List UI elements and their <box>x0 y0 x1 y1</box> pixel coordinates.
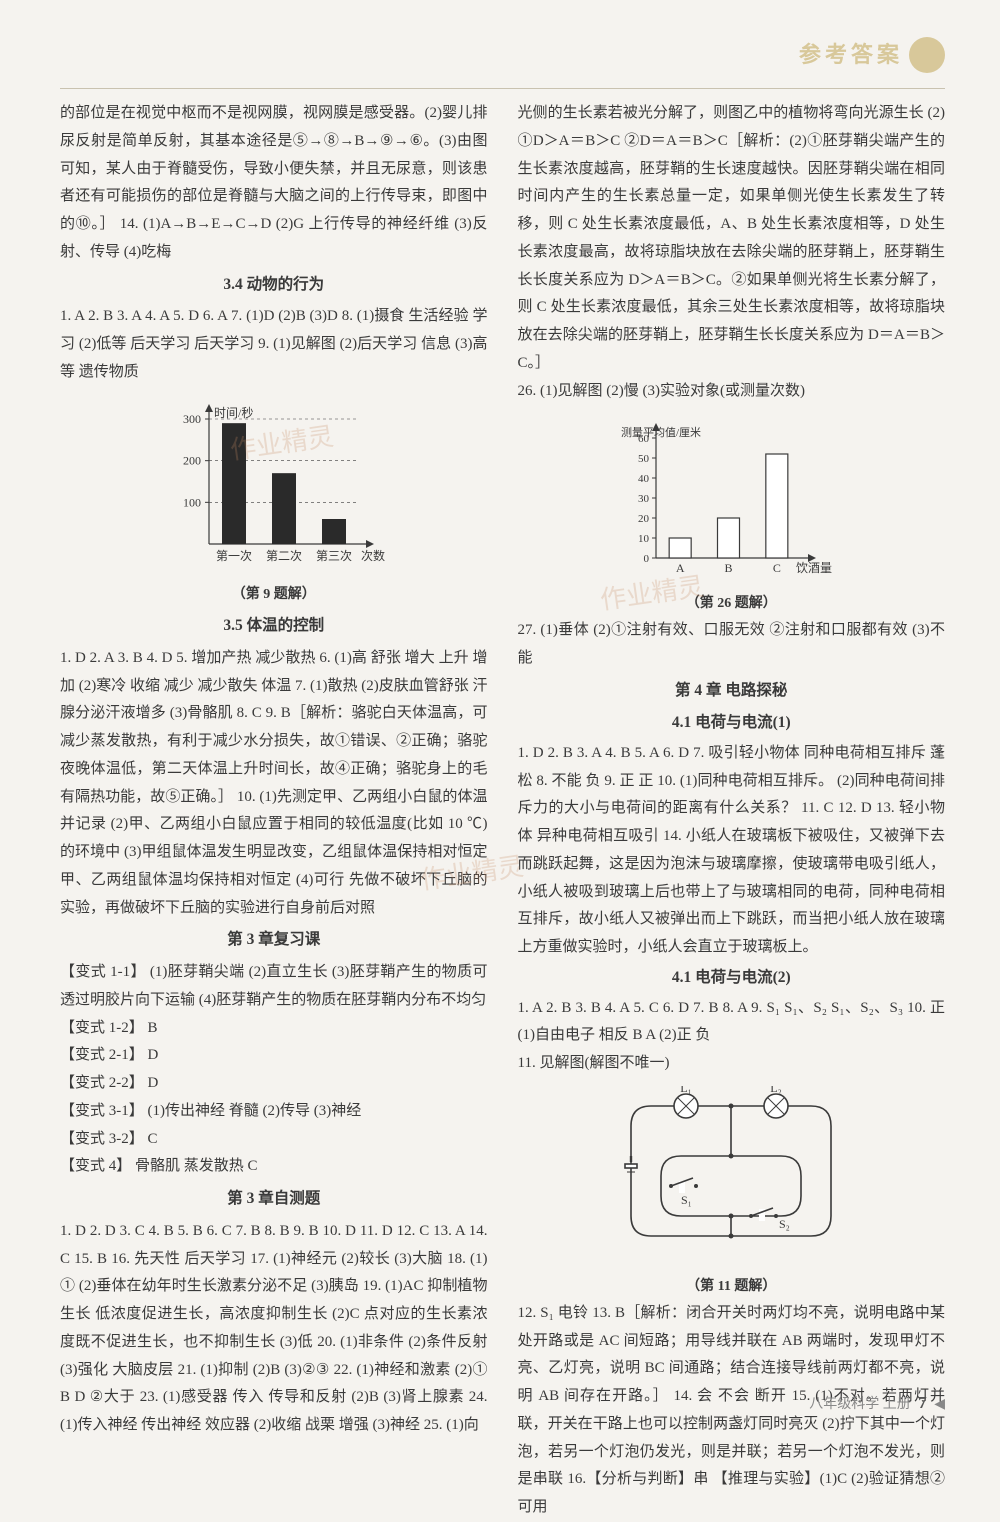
svg-text:次数: 次数 <box>361 548 385 563</box>
svg-text:S₁: S₁ <box>681 1193 692 1207</box>
footer-book: 八年级科学 上册 <box>809 1397 911 1412</box>
chapter-3-test-title: 第 3 章自测题 <box>60 1185 488 1214</box>
svg-text:30: 30 <box>638 493 650 505</box>
variant-2-1: 【变式 2-1】 D <box>60 1042 488 1070</box>
svg-text:测量平均值/厘米: 测量平均值/厘米 <box>621 426 701 439</box>
chart-q9-caption: （第 9 题解） <box>60 582 488 608</box>
section-3-5-title: 3.5 体温的控制 <box>60 612 488 641</box>
svg-text:L₁: L₁ <box>680 1086 692 1095</box>
section-3-5-body: 1. D 2. A 3. B 4. D 5. 增加产热 减少散热 6. (1)高… <box>60 645 488 923</box>
variant-1-2: 【变式 1-2】 B <box>60 1015 488 1043</box>
variant-3-2: 【变式 3-2】 C <box>60 1126 488 1154</box>
svg-text:B: B <box>725 561 733 575</box>
two-column-layout: 的部位是在视觉中枢而不是视网膜，视网膜是感受器。(2)婴儿排尿反射是简单反射，其… <box>60 100 945 1522</box>
svg-text:S₂: S₂ <box>779 1217 790 1231</box>
section-4-1b-body1: 1. A 2. B 3. B 4. A 5. C 6. D 7. B 8. A … <box>518 995 946 1051</box>
svg-text:20: 20 <box>638 513 650 525</box>
section-3-4-title: 3.4 动物的行为 <box>60 271 488 300</box>
svg-text:C: C <box>773 561 781 575</box>
svg-text:L₂: L₂ <box>770 1086 782 1095</box>
section-4-1a-body: 1. D 2. B 3. A 4. B 5. A 6. D 7. 吸引轻小物体 … <box>518 740 946 962</box>
svg-text:10: 10 <box>638 533 650 545</box>
svg-text:50: 50 <box>638 453 650 465</box>
svg-text:第三次: 第三次 <box>316 549 352 563</box>
svg-text:第二次: 第二次 <box>266 549 302 563</box>
left-column: 的部位是在视觉中枢而不是视网膜，视网膜是感受器。(2)婴儿排尿反射是简单反射，其… <box>60 100 488 1522</box>
svg-text:100: 100 <box>183 496 201 510</box>
q26-intro: 26. (1)见解图 (2)慢 (3)实验对象(或测量次数) <box>518 378 946 406</box>
chapter-4-title: 第 4 章 电路探秘 <box>518 677 946 706</box>
variant-4: 【变式 4】 骨骼肌 蒸发散热 C <box>60 1153 488 1181</box>
badge-text: 参考答案 <box>799 35 903 76</box>
svg-text:A: A <box>676 561 685 575</box>
variant-2-2: 【变式 2-2】 D <box>60 1070 488 1098</box>
right-column: 光侧的生长素若被光分解了，则图乙中的植物将弯向光源生长 (2)①D＞A＝B＞C … <box>518 100 946 1522</box>
circuit-q11: L₁ L₂ S₁ S₂ <box>601 1086 861 1266</box>
right-intro-para: 光侧的生长素若被光分解了，则图乙中的植物将弯向光源生长 (2)①D＞A＝B＞C … <box>518 100 946 378</box>
svg-text:40: 40 <box>638 473 650 485</box>
chart-q9: 100 200 300 第一次第二次第三次 时间/秒次数 <box>154 394 394 574</box>
svg-text:200: 200 <box>183 454 201 468</box>
footer-page-number: 7 <box>918 1393 927 1412</box>
svg-text:饮酒量: 饮酒量 <box>796 561 832 575</box>
q27: 27. (1)垂体 (2)①注射有效、口服无效 ②注射和口服都有效 (3)不能 <box>518 617 946 673</box>
page-footer: 八年级科学 上册 7 ◀ <box>809 1387 945 1418</box>
variant-3-1: 【变式 3-1】 (1)传出神经 脊髓 (2)传导 (3)神经 <box>60 1098 488 1126</box>
header-badge: 参考答案 <box>799 35 945 76</box>
chapter-3-review-title: 第 3 章复习课 <box>60 926 488 955</box>
left-intro-para: 的部位是在视觉中枢而不是视网膜，视网膜是感受器。(2)婴儿排尿反射是简单反射，其… <box>60 100 488 267</box>
header-divider <box>60 88 945 89</box>
svg-text:时间/秒: 时间/秒 <box>214 406 253 420</box>
svg-text:0: 0 <box>644 553 650 565</box>
variant-1-1: 【变式 1-1】 (1)胚芽鞘尖端 (2)直立生长 (3)胚芽鞘产生的物质可透过… <box>60 959 488 1015</box>
badge-circle-icon <box>909 37 945 73</box>
svg-text:300: 300 <box>183 412 201 426</box>
chart-q26: 0102030405060ABC测量平均值/厘米饮酒量 <box>611 413 851 583</box>
svg-text:第一次: 第一次 <box>216 549 252 563</box>
section-4-1b-title: 4.1 电荷与电流(2) <box>518 964 946 993</box>
chapter-3-test-body: 1. D 2. D 3. C 4. B 5. B 6. C 7. B 8. B … <box>60 1218 488 1440</box>
q11-intro: 11. 见解图(解图不唯一) <box>518 1050 946 1078</box>
chart-q26-caption: （第 26 题解） <box>518 591 946 617</box>
circuit-q11-caption: （第 11 题解） <box>518 1274 946 1300</box>
footer-arrow-icon: ◀ <box>934 1397 945 1412</box>
section-3-4-body: 1. A 2. B 3. A 4. A 5. D 6. A 7. (1)D (2… <box>60 303 488 386</box>
section-4-1a-title: 4.1 电荷与电流(1) <box>518 709 946 738</box>
